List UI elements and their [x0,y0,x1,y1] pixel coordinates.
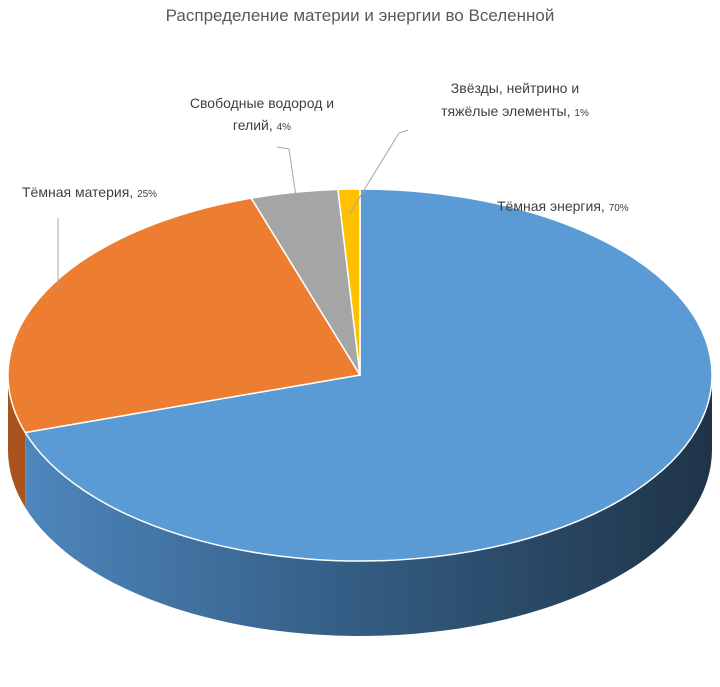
pie-slice-stars-neutrinos-heavy[interactable] [337,188,361,376]
data-label-dark-matter: Тёмная материя, 25% [22,184,157,200]
chart-title: Распределение материи и энергии во Вселе… [165,6,555,25]
pie-slice-dark-matter[interactable] [7,197,361,434]
data-label-free-hydrogen-helium-line-1: Свободные водород и [190,95,334,111]
leader-line-free-hydrogen-helium [276,146,300,218]
pie-side-dark-matter [8,375,26,508]
pie-side-dark-energy [25,375,713,636]
data-label-stars-neutrinos-heavy-line-2: тяжёлые элементы, 1% [441,103,589,119]
data-label-free-hydrogen-helium-line-2: гелий, 4% [233,117,291,133]
data-value-free-hydrogen-helium: 4% [277,122,292,133]
data-value-dark-energy: 70% [609,203,629,214]
data-label-dark-energy: Тёмная энергия, 70% [497,198,629,214]
data-value-dark-matter: 25% [137,189,157,200]
data-label-stars-neutrinos-heavy-line-1: Звёзды, нейтрино и [451,80,579,96]
pie-slice-dark-energy[interactable] [24,188,713,562]
leader-line-stars-neutrinos-heavy [349,129,409,214]
data-value-stars-neutrinos-heavy: 1% [574,108,589,119]
